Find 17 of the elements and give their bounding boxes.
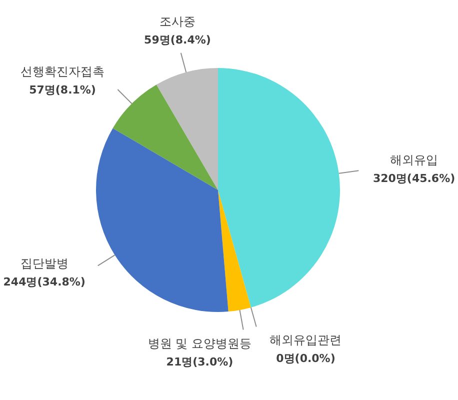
slice-label: 해외유입 [390,152,438,167]
data-label: 244명(34.8%) [3,276,86,289]
pie-slice [218,68,340,308]
text: 0명(0.0%) [276,352,336,366]
data-label: 59명(8.4%) [144,33,211,46]
slice-label: 조사중 [159,14,196,28]
category-label: 해외유입관련 [270,333,342,348]
data-label: 21명(3.0%) [166,356,234,369]
data-label: 57명(8.1%) [29,83,96,96]
data-label: 320명(45.6%) [372,172,456,185]
pie-slice [96,128,228,312]
pie-slice [112,84,218,190]
slice-label: 병원 및 요양병원등 [148,336,252,351]
slice-label: 집단발병 [20,256,68,271]
pie-slice [218,190,251,312]
pie-slice [156,68,218,190]
slice-label: 선행확진자접촉 [20,64,105,78]
